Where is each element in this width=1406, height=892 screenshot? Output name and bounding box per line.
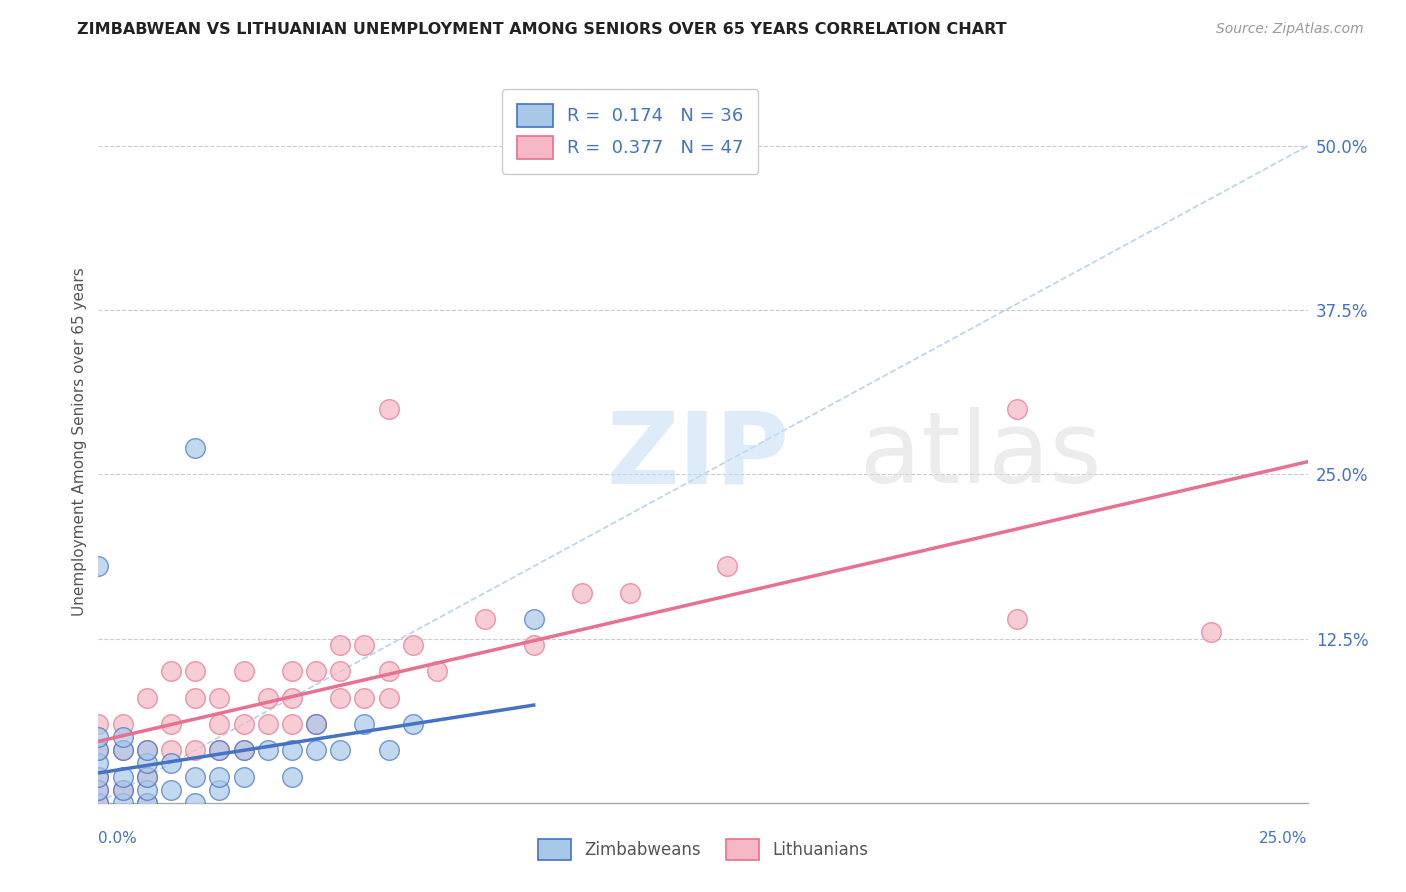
Point [111, 743, 134, 757]
Point [523, 638, 546, 652]
Point [353, 690, 375, 705]
Point [135, 782, 157, 797]
Point [256, 743, 278, 757]
Point [87, 717, 110, 731]
Point [377, 401, 399, 416]
Point [87, 730, 110, 744]
Point [160, 756, 183, 771]
Point [474, 612, 496, 626]
Text: ZIP: ZIP [606, 408, 789, 505]
Point [1007, 401, 1029, 416]
Point [87, 782, 110, 797]
Point [135, 690, 157, 705]
Text: atlas: atlas [860, 408, 1102, 505]
Point [377, 665, 399, 679]
Point [329, 743, 352, 757]
Point [184, 690, 207, 705]
Point [87, 796, 110, 810]
Point [281, 743, 304, 757]
Point [571, 585, 593, 599]
Point [1007, 612, 1029, 626]
Point [1199, 625, 1222, 640]
Text: ZIMBABWEAN VS LITHUANIAN UNEMPLOYMENT AMONG SENIORS OVER 65 YEARS CORRELATION CH: ZIMBABWEAN VS LITHUANIAN UNEMPLOYMENT AM… [77, 22, 1007, 37]
Point [135, 756, 157, 771]
Point [232, 665, 254, 679]
Point [377, 690, 399, 705]
Point [353, 717, 375, 731]
Point [135, 770, 157, 784]
Point [87, 770, 110, 784]
Point [619, 585, 641, 599]
Point [256, 690, 278, 705]
Point [111, 770, 134, 784]
Point [184, 441, 207, 455]
Point [208, 743, 231, 757]
Point [87, 743, 110, 757]
Point [87, 756, 110, 771]
Point [232, 717, 254, 731]
Point [208, 770, 231, 784]
Point [111, 743, 134, 757]
Text: 25.0%: 25.0% [1260, 831, 1308, 846]
Point [523, 612, 546, 626]
Point [281, 665, 304, 679]
Point [160, 743, 183, 757]
Point [160, 665, 183, 679]
Point [305, 717, 328, 731]
Point [232, 743, 254, 757]
Point [87, 770, 110, 784]
Point [232, 743, 254, 757]
Point [208, 717, 231, 731]
Point [87, 743, 110, 757]
Point [184, 770, 207, 784]
Point [111, 782, 134, 797]
Point [87, 559, 110, 574]
Point [305, 743, 328, 757]
Text: 0.0%: 0.0% [98, 831, 138, 846]
Point [160, 717, 183, 731]
Point [135, 796, 157, 810]
Point [135, 796, 157, 810]
Point [208, 743, 231, 757]
Point [329, 690, 352, 705]
Point [111, 782, 134, 797]
Point [111, 717, 134, 731]
Point [87, 782, 110, 797]
Point [135, 743, 157, 757]
Point [111, 730, 134, 744]
Point [256, 717, 278, 731]
Point [135, 770, 157, 784]
Point [184, 796, 207, 810]
Point [281, 690, 304, 705]
Point [305, 665, 328, 679]
Point [208, 782, 231, 797]
Point [232, 770, 254, 784]
Point [281, 770, 304, 784]
Text: Source: ZipAtlas.com: Source: ZipAtlas.com [1216, 22, 1364, 37]
Point [135, 743, 157, 757]
Point [353, 638, 375, 652]
Point [377, 743, 399, 757]
Point [281, 717, 304, 731]
Point [111, 796, 134, 810]
Point [305, 717, 328, 731]
Point [716, 559, 738, 574]
Point [160, 782, 183, 797]
Legend: Zimbabweans, Lithuanians: Zimbabweans, Lithuanians [531, 832, 875, 867]
Point [329, 665, 352, 679]
Point [87, 796, 110, 810]
Point [402, 638, 425, 652]
Point [426, 665, 449, 679]
Point [329, 638, 352, 652]
Y-axis label: Unemployment Among Seniors over 65 years: Unemployment Among Seniors over 65 years [72, 268, 87, 615]
Point [184, 665, 207, 679]
Point [208, 690, 231, 705]
Point [402, 717, 425, 731]
Point [184, 743, 207, 757]
